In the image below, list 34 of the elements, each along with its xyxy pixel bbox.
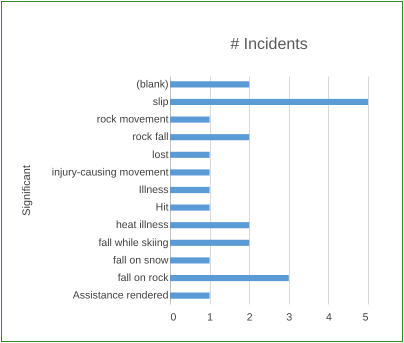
bar [170, 81, 250, 88]
y-tick-label: rock movement [96, 114, 169, 126]
bar [170, 98, 368, 106]
x-tick-label: 1 [207, 312, 214, 324]
x-tick-label: 3 [286, 312, 292, 324]
x-tick-label: 5 [362, 312, 369, 324]
bar [170, 204, 210, 211]
y-tick-label: fall on snow [113, 254, 169, 266]
x-tick-label: 4 [326, 312, 332, 324]
y-tick-label: fall on rock [118, 272, 170, 284]
x-tick-label: 0 [170, 312, 176, 324]
y-tick-label: Assistance rendered [72, 290, 169, 302]
y-tick-label: injury-causing movement [52, 166, 169, 178]
bar [170, 222, 250, 228]
y-tick-label: (blank) [136, 78, 168, 90]
y-tick-label: lost [152, 148, 169, 161]
x-tick-label: 2 [246, 312, 253, 324]
bar [170, 152, 210, 158]
y-tick-label: Hit [156, 202, 169, 214]
bar [170, 134, 250, 140]
bar [170, 257, 210, 264]
bar [170, 240, 250, 246]
bar [170, 274, 289, 282]
bar [170, 186, 210, 194]
y-tick-label: fall while skiing [98, 236, 169, 249]
bar [170, 116, 210, 123]
y-tick-label: heat illness [116, 219, 168, 232]
y-axis-title: Significant [20, 165, 33, 216]
bar [170, 292, 210, 299]
y-tick-label: Illness [138, 184, 168, 196]
bar [170, 169, 210, 176]
y-tick-label: slip [152, 96, 169, 108]
y-tick-label: rock fall [132, 131, 168, 144]
chart-title: # Incidents [230, 36, 308, 53]
